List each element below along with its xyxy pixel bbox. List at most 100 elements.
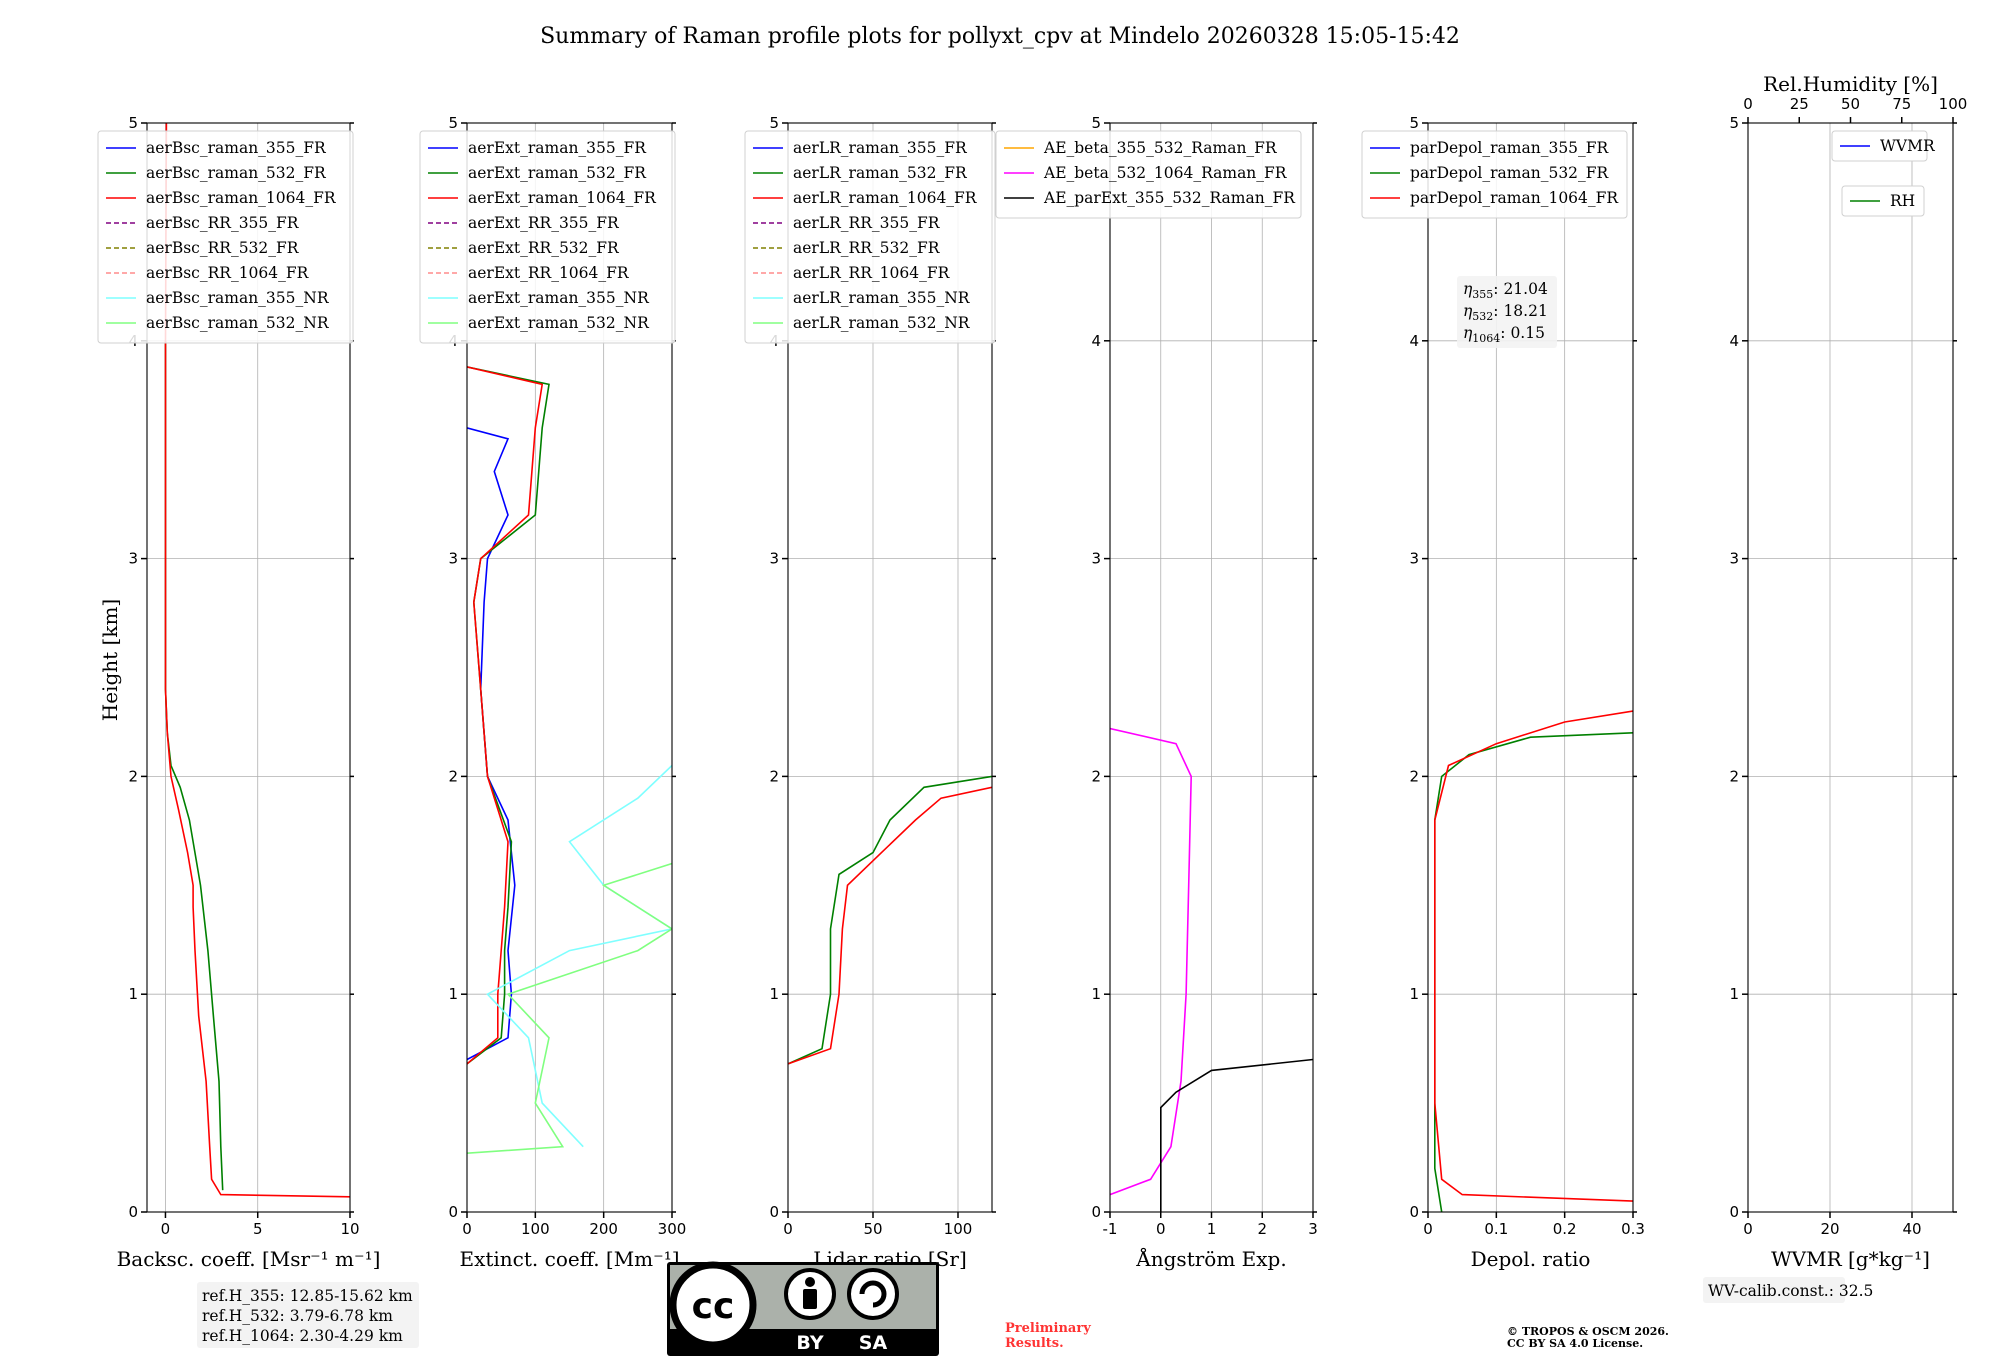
plot-area	[1434, 710, 1633, 1212]
y-tick-label: 2	[769, 767, 779, 785]
wv-box-bg	[1703, 1277, 1845, 1303]
legend-box	[1361, 130, 1628, 219]
x-tick-label: 0	[1156, 1220, 1166, 1238]
legend-box	[97, 130, 354, 344]
x-tick-label: 0.1	[1484, 1220, 1508, 1238]
sa-icon	[847, 1268, 899, 1320]
eta-line: η532: 18.21	[1463, 302, 1548, 323]
series-line-parDepol_raman_1064_FR	[1434, 710, 1633, 1202]
y-tick-label: 5	[448, 114, 458, 132]
y-tick-label: 3	[769, 550, 779, 568]
x-tick-label: 0	[161, 1220, 171, 1238]
panel-2: 0100200300012345Extinct. coeff. [Mm⁻¹]ae…	[419, 114, 687, 1271]
cc-icon	[669, 1261, 757, 1349]
wv-calib-box: WV-calib.const.: 32.5	[1703, 1277, 1873, 1303]
series-line-aerBsc_raman_532_FR	[164, 340, 224, 1191]
preliminary-text: Preliminary	[1005, 1321, 1091, 1336]
wv-calib-text: WV-calib.const.: 32.5	[1708, 1282, 1873, 1300]
legend-label: aerLR_RR_532_FR	[793, 239, 941, 257]
x-tick-label: 100	[944, 1220, 973, 1238]
axes-frame	[1427, 122, 1634, 1213]
eta-subscript: 355	[1472, 288, 1493, 301]
legend-box	[744, 130, 996, 344]
legend-label: parDepol_raman_532_FR	[1410, 164, 1610, 182]
legend-label: aerBsc_raman_532_NR	[146, 314, 330, 332]
legend-label: aerBsc_raman_355_FR	[146, 139, 327, 157]
legend-label: aerLR_raman_532_FR	[793, 164, 968, 182]
eta-box	[1457, 276, 1557, 348]
top-x-axis-label: Rel.Humidity [%]	[1763, 72, 1938, 96]
legend-label: aerBsc_RR_1064_FR	[146, 264, 310, 282]
legend-box	[995, 130, 1302, 219]
x-tick-label: 0	[462, 1220, 472, 1238]
axes-frame	[1747, 122, 1954, 1213]
figure-title: Summary of Raman profile plots for polly…	[540, 24, 1460, 49]
x-tick-label: 10	[340, 1220, 359, 1238]
ref-height-line: ref.H_1064: 2.30-4.29 km	[202, 1327, 403, 1345]
x-tick-label: 20	[1820, 1220, 1839, 1238]
x-axis-label: Ångström Exp.	[1135, 1246, 1286, 1271]
legend: aerBsc_raman_355_FR aerBsc_raman_532_FRae…	[97, 130, 354, 344]
series-line-AE_parExt_355_532_Raman_FR	[1160, 1058, 1313, 1212]
by-body	[803, 1289, 817, 1309]
legend-label: aerBsc_raman_532_FR	[146, 164, 327, 182]
x-tick-label: 0	[1743, 1220, 1753, 1238]
top-x-tick-label: 50	[1841, 95, 1860, 113]
cc-license-badge: cc BY SA	[667, 1261, 939, 1356]
y-tick-label: 2	[448, 767, 458, 785]
legend: aerExt_raman_355_FR aerExt_raman_532_FRae…	[419, 130, 676, 344]
panel-1: 0510012345Backsc. coeff. [Msr⁻¹ m⁻¹]aerB…	[97, 114, 381, 1271]
y-tick-label: 1	[1409, 985, 1419, 1003]
ref-box-bg	[197, 1282, 419, 1348]
legend-label: aerExt_raman_355_NR	[468, 289, 650, 307]
axes-frame	[146, 122, 351, 1213]
x-tick-label: 300	[658, 1220, 687, 1238]
y-tick-label: 3	[1729, 550, 1739, 568]
legend-label: aerExt_RR_1064_FR	[468, 264, 630, 282]
x-axis-label: Backsc. coeff. [Msr⁻¹ m⁻¹]	[117, 1247, 381, 1271]
legend-label: parDepol_raman_355_FR	[1410, 139, 1610, 157]
legend-label: aerLR_raman_355_NR	[793, 289, 971, 307]
by-label: BY	[796, 1332, 823, 1354]
legend: aerLR_raman_355_FR aerLR_raman_532_FR aerL…	[744, 130, 996, 344]
x-tick-label: 100	[521, 1220, 550, 1238]
panel-6: 0 20 40 0 1 2 3 4 5 WVMR [g*kg⁻¹] 0 25 50 75 100Rel.Hu…	[1729, 72, 1967, 1271]
legend-label: aerExt_raman_532_FR	[468, 164, 647, 182]
eta-symbol: η	[1463, 302, 1473, 320]
eta-subscript: 1064	[1472, 332, 1500, 345]
legend-wvmr: WVMR	[1831, 130, 1936, 162]
legend-label: aerLR_RR_1064_FR	[793, 264, 951, 282]
legend: AE_beta_355_532_Raman_FR AE_beta_532_1064…	[995, 130, 1302, 219]
y-tick-label: 1	[769, 985, 779, 1003]
y-tick-label: 5	[128, 114, 138, 132]
y-axis-label: Height [km]	[98, 599, 122, 721]
legend-label: parDepol_raman_1064_FR	[1410, 189, 1619, 207]
y-tick-label: 3	[1091, 550, 1101, 568]
axes-frame	[787, 122, 993, 1213]
legend-label: aerBsc_raman_355_NR	[146, 289, 330, 307]
panel-5: 0 0.1 0.2 0.3 0 1 2 3 4 5 Depol. ratio parDepol_ram…	[1361, 114, 1645, 1271]
x-axis-label: Depol. ratio	[1471, 1247, 1591, 1271]
series-line-aerExt_raman_355_NR	[486, 764, 672, 1148]
legend-label: aerExt_RR_532_FR	[468, 239, 620, 257]
eta-symbol: η	[1463, 280, 1473, 298]
legend-label: AE_beta_355_532_Raman_FR	[1043, 139, 1278, 157]
eta-symbol: η	[1463, 324, 1473, 342]
legend-rh: RH	[1841, 185, 1925, 217]
series-line-aerBsc_raman_1064_FR	[164, 123, 350, 1198]
x-tick-label: 200	[589, 1220, 618, 1238]
axes-frame	[466, 122, 673, 1213]
series-line-aerLR_raman_532_FR	[788, 775, 992, 1065]
by-head	[805, 1277, 815, 1287]
legend-box	[1841, 185, 1925, 217]
ref-height-line: ref.H_355: 12.85-15.62 km	[202, 1287, 413, 1305]
legend-label: AE_beta_532_1064_Raman_FR	[1043, 164, 1288, 182]
plot-area	[788, 775, 992, 1065]
x-tick-label: 0.2	[1553, 1220, 1577, 1238]
legend-label: aerBsc_raman_1064_FR	[146, 189, 337, 207]
y-tick-label: 1	[1091, 985, 1101, 1003]
eta-subscript: 532	[1472, 310, 1493, 323]
x-tick-label: 0	[1423, 1220, 1433, 1238]
top-x-tick-label: 75	[1892, 95, 1911, 113]
